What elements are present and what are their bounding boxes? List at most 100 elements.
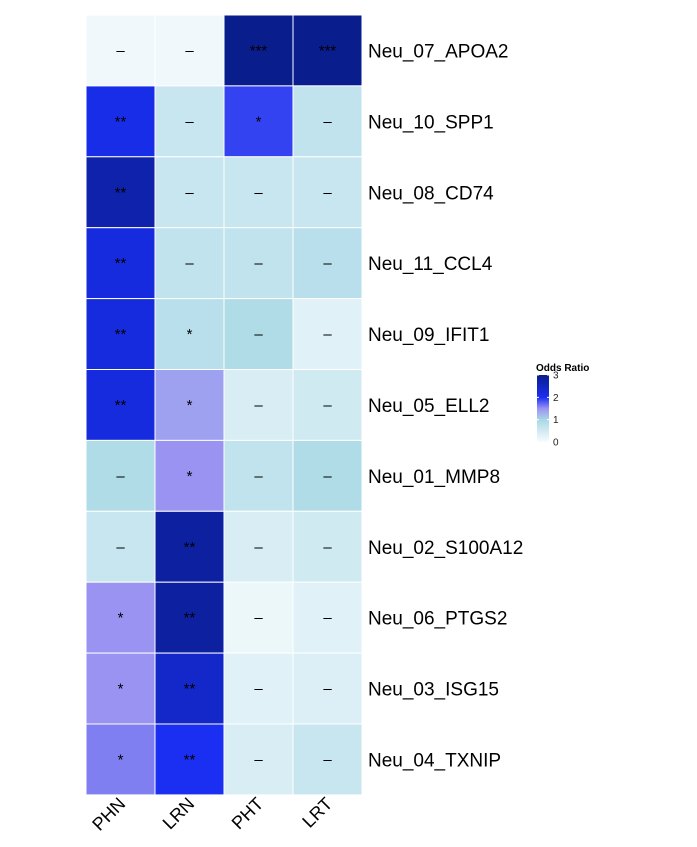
- cell-annotation: –: [323, 184, 332, 201]
- heatmap-cell: [223, 723, 294, 796]
- cell-annotation: –: [116, 468, 125, 485]
- row-label: Neu_10_SPP1: [368, 112, 494, 133]
- cell-annotation: *: [187, 468, 193, 485]
- cell-annotation: –: [254, 751, 263, 768]
- heatmap-cell: [154, 652, 225, 725]
- legend-colorbar: [537, 375, 549, 442]
- column-label: PHN: [88, 794, 129, 835]
- heatmap-cell: [85, 510, 156, 583]
- heatmap-cell: [85, 298, 156, 371]
- cell-annotation: *: [187, 397, 193, 414]
- cell-annotation: –: [254, 681, 263, 698]
- cell-annotation: –: [254, 184, 263, 201]
- row-label: Neu_04_TXNIP: [368, 750, 501, 771]
- heatmap-cell: [154, 227, 225, 300]
- row-label: Neu_06_PTGS2: [368, 609, 507, 630]
- heatmap-cell: [223, 14, 294, 87]
- cell-annotation: –: [116, 42, 125, 59]
- cell-annotation: –: [254, 397, 263, 414]
- cell-annotation: –: [323, 255, 332, 272]
- heatmap-cell: [292, 156, 363, 229]
- cell-annotation: –: [323, 681, 332, 698]
- color-legend: Odds Ratio 0 1 2 3: [536, 363, 589, 449]
- row-label: Neu_03_ISG15: [368, 680, 499, 701]
- heatmap-cell: [154, 156, 225, 229]
- legend-title: Odds Ratio: [536, 363, 589, 374]
- heatmap-cell: [292, 85, 363, 158]
- column-label: LRT: [298, 794, 336, 832]
- heatmap-cell: [154, 723, 225, 796]
- cell-annotation: –: [254, 326, 263, 343]
- cell-annotation: –: [323, 468, 332, 485]
- cell-annotation: **: [115, 397, 127, 414]
- cell-annotation: –: [323, 539, 332, 556]
- heatmap-cell: [223, 369, 294, 441]
- cell-annotation: –: [185, 184, 194, 201]
- cell-annotation: **: [184, 539, 196, 556]
- cell-annotation: –: [185, 113, 194, 130]
- heatmap-cell: [85, 439, 156, 512]
- heatmap-cell: [223, 439, 294, 512]
- cell-annotation: –: [185, 42, 194, 59]
- heatmap-cell: [154, 85, 225, 158]
- heatmap-cell: [292, 581, 363, 654]
- heatmap-cell: [154, 369, 225, 441]
- cell-annotation: –: [254, 610, 263, 627]
- heatmap-cell: [292, 723, 363, 796]
- legend-tick-label: 3: [553, 371, 559, 382]
- column-label: LRN: [159, 794, 199, 834]
- cell-annotation: –: [254, 468, 263, 485]
- heatmap-cell: [154, 298, 225, 371]
- heatmap-cells: – – *** ***** – * –** – – –** – – –** * – –** * – –– * – –– **…: [85, 14, 363, 796]
- cell-annotation: –: [323, 113, 332, 130]
- cell-annotation: –: [185, 255, 194, 272]
- cell-annotation: –: [254, 539, 263, 556]
- cell-annotation: ***: [319, 42, 337, 59]
- cell-annotation: *: [187, 326, 193, 343]
- cell-annotation: –: [116, 539, 125, 556]
- cell-annotation: –: [323, 397, 332, 414]
- heatmap-cell: [154, 14, 225, 87]
- row-label: Neu_05_ELL2: [368, 396, 490, 417]
- cell-annotation: **: [184, 681, 196, 698]
- heatmap-cell: [292, 439, 363, 512]
- row-label: Neu_09_IFIT1: [368, 325, 489, 346]
- heatmap-cell: [223, 652, 294, 725]
- heatmap-cell: [85, 369, 156, 441]
- row-labels: Neu_07_APOA2 Neu_10_SPP1 Neu_08_CD74 Neu_11…: [368, 41, 523, 771]
- cell-annotation: *: [256, 113, 262, 130]
- column-label: PHT: [228, 794, 268, 834]
- cell-annotation: –: [254, 255, 263, 272]
- heatmap-cell: [292, 369, 363, 441]
- cell-annotation: –: [323, 751, 332, 768]
- row-label: Neu_01_MMP8: [368, 467, 500, 488]
- row-label: Neu_02_S100A12: [368, 538, 523, 559]
- legend-tick-label: 0: [553, 438, 559, 449]
- cell-annotation: –: [323, 326, 332, 343]
- cell-annotation: *: [118, 610, 124, 627]
- cell-annotation: **: [115, 255, 127, 272]
- heatmap-cell: [292, 652, 363, 725]
- heatmap-cell: [85, 14, 156, 87]
- row-label: Neu_11_CCL4: [368, 254, 493, 275]
- heatmap-cell: [292, 14, 363, 87]
- heatmap-cell: [85, 652, 156, 725]
- cell-annotation: **: [115, 326, 127, 343]
- cell-annotation: *: [118, 681, 124, 698]
- legend-tick-label: 2: [553, 393, 559, 404]
- heatmap-cell: [292, 298, 363, 371]
- heatmap-cell: [223, 298, 294, 371]
- legend-tick-label: 1: [553, 415, 559, 426]
- heatmap-cell: [223, 581, 294, 654]
- legend-ticks: 0 1 2 3: [537, 371, 559, 449]
- heatmap-cell: [85, 723, 156, 796]
- cell-annotation: ***: [250, 42, 268, 59]
- cell-annotation: *: [118, 751, 124, 768]
- cell-annotation: **: [115, 184, 127, 201]
- row-label: Neu_08_CD74: [368, 183, 494, 204]
- cell-annotation: **: [184, 610, 196, 627]
- heatmap-cell: [292, 227, 363, 300]
- row-label: Neu_07_APOA2: [368, 41, 509, 62]
- heatmap-cell: [223, 510, 294, 583]
